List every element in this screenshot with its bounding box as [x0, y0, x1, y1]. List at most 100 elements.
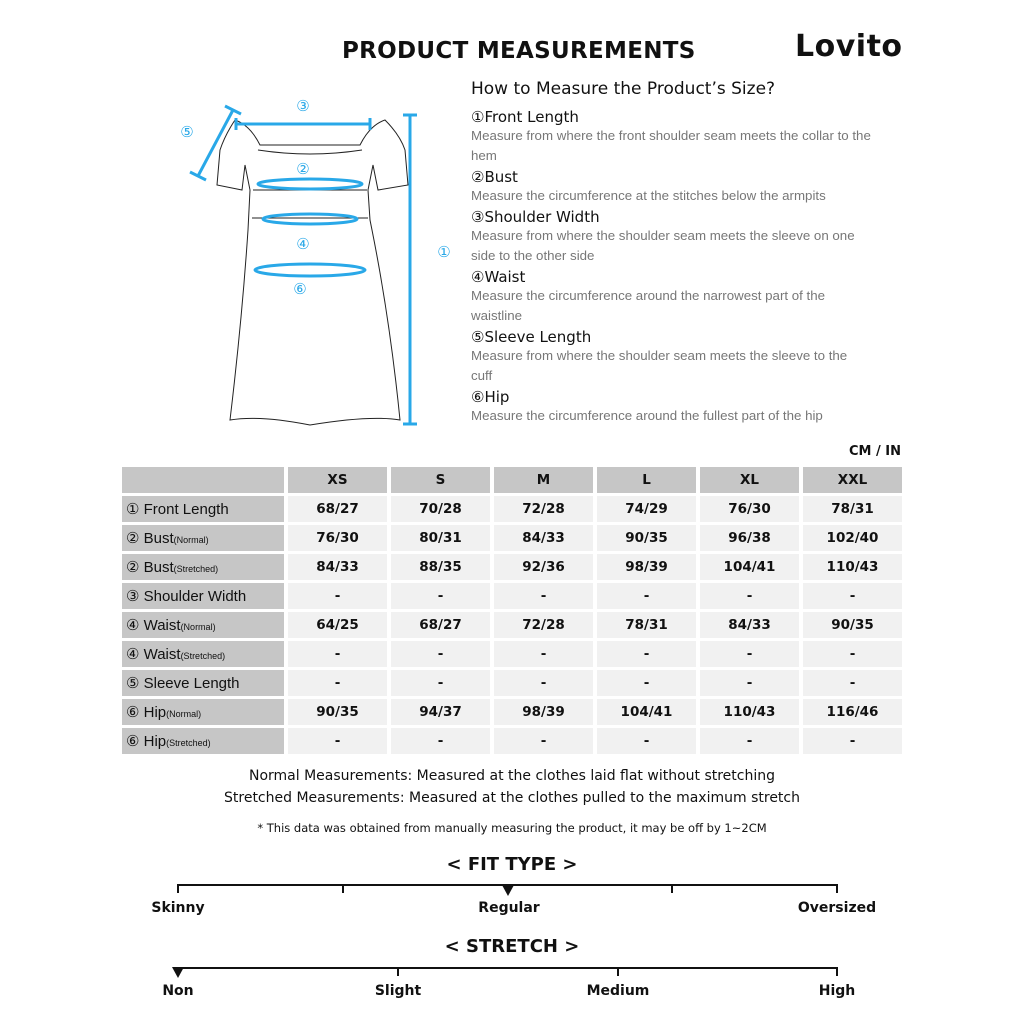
table-cell: - [391, 641, 490, 667]
table-cell: 78/31 [597, 612, 696, 638]
stretch-marker [172, 967, 184, 978]
table-cell: 70/28 [391, 496, 490, 522]
header-blank [122, 467, 284, 493]
table-cell: - [494, 728, 593, 754]
size-header: S [391, 467, 490, 493]
row-label-text: ④ Waist [126, 646, 181, 663]
marker-bust: ② [296, 160, 309, 178]
guide-waist: ④Waist Measure the circumference around t… [471, 268, 871, 326]
how-to-measure-heading: How to Measure the Product’s Size? [471, 79, 776, 99]
table-cell: 84/33 [700, 612, 799, 638]
guide-label: ③Shoulder Width [471, 208, 600, 226]
row-label-sub: (Normal) [166, 709, 202, 719]
table-cell: - [288, 583, 387, 609]
table-row: ② Bust(Stretched) 84/33 88/35 92/36 98/39 104… [122, 554, 902, 580]
marker-length: ① [437, 243, 450, 261]
table-cell: - [597, 728, 696, 754]
table-cell: 94/37 [391, 699, 490, 725]
stretch-label-high: High [818, 983, 856, 999]
size-table: XS S M L XL XXL ① Front Length 68/27 70/28 72/28 7… [118, 464, 906, 757]
guide-desc: Measure from where the front shoulder se… [471, 128, 871, 163]
table-cell: - [494, 641, 593, 667]
unit-label: CM / IN [849, 444, 901, 459]
table-cell: 98/39 [597, 554, 696, 580]
row-label: ⑤ Sleeve Length [122, 670, 284, 696]
table-cell: - [288, 670, 387, 696]
table-cell: 84/33 [288, 554, 387, 580]
table-cell: - [700, 728, 799, 754]
table-cell: - [597, 670, 696, 696]
tick [617, 967, 619, 976]
row-label: ⑥ Hip(Stretched) [122, 728, 284, 754]
table-cell: 76/30 [288, 525, 387, 551]
dress-diagram: ③ ⑤ ② ④ ⑥ ① [180, 97, 451, 426]
table-row: ③ Shoulder Width - - - - - - [122, 583, 902, 609]
table-cell: - [288, 728, 387, 754]
stretch-scale [178, 967, 838, 969]
table-cell: 104/41 [700, 554, 799, 580]
guide-label: ④Waist [471, 268, 526, 286]
row-label: ③ Shoulder Width [122, 583, 284, 609]
marker-sleeve: ⑤ [180, 123, 193, 141]
table-cell: 80/31 [391, 525, 490, 551]
table-cell: 64/25 [288, 612, 387, 638]
marker-waist: ④ [296, 235, 309, 253]
guide-label: ⑤Sleeve Length [471, 328, 592, 346]
guide-shoulder: ③Shoulder Width Measure from where the sh… [471, 208, 871, 266]
row-label-text: ② Bust [126, 559, 174, 576]
stretch-label-non: Non [162, 983, 194, 999]
fit-label-regular: Regular [478, 900, 540, 916]
table-cell: - [288, 641, 387, 667]
size-header: XS [288, 467, 387, 493]
row-label: ② Bust(Stretched) [122, 554, 284, 580]
guide-front-length: ①Front Length Measure from where the fron… [471, 108, 871, 166]
size-header: XXL [803, 467, 902, 493]
fit-label-skinny: Skinny [151, 900, 205, 916]
row-label-text: ④ Waist [126, 617, 181, 634]
table-cell: 68/27 [288, 496, 387, 522]
table-row: ⑤ Sleeve Length - - - - - - [122, 670, 902, 696]
guide-bust: ②Bust Measure the circumference at the st… [471, 168, 871, 206]
table-cell: - [391, 728, 490, 754]
table-row: ① Front Length 68/27 70/28 72/28 74/29 76/30 7… [122, 496, 902, 522]
brand-logo: Lovito [795, 29, 903, 64]
table-cell: 90/35 [288, 699, 387, 725]
table-row: ④ Waist(Stretched) - - - - - - [122, 641, 902, 667]
tick [397, 967, 399, 976]
row-label-text: ③ Shoulder Width [126, 588, 247, 605]
table-row: ② Bust(Normal) 76/30 80/31 84/33 90/35 96/38 1… [122, 525, 902, 551]
table-cell: 104/41 [597, 699, 696, 725]
table-cell: - [494, 583, 593, 609]
size-header: L [597, 467, 696, 493]
table-cell: - [494, 670, 593, 696]
row-label: ① Front Length [122, 496, 284, 522]
table-cell: 88/35 [391, 554, 490, 580]
table-cell: 90/35 [597, 525, 696, 551]
table-cell: 76/30 [700, 496, 799, 522]
guide-sleeve: ⑤Sleeve Length Measure from where the sho… [471, 328, 871, 386]
row-label-text: ① Front Length [126, 501, 229, 518]
row-label-sub: (Stretched) [173, 564, 219, 574]
table-cell: - [803, 670, 902, 696]
row-label: ⑥ Hip(Normal) [122, 699, 284, 725]
table-cell: 78/31 [803, 496, 902, 522]
size-header: XL [700, 467, 799, 493]
guide-desc: Measure from where the shoulder seam mee… [471, 228, 855, 263]
row-label: ④ Waist(Stretched) [122, 641, 284, 667]
guide-label: ②Bust [471, 168, 518, 186]
table-cell: - [700, 670, 799, 696]
table-row: ⑥ Hip(Normal) 90/35 94/37 98/39 104/41 110/43… [122, 699, 902, 725]
table-cell: 72/28 [494, 612, 593, 638]
table-cell: 92/36 [494, 554, 593, 580]
row-label-text: ⑥ Hip [126, 704, 167, 721]
table-cell: - [803, 583, 902, 609]
row-label-text: ② Bust [126, 530, 174, 547]
row-label-text: ⑥ Hip [126, 733, 167, 750]
table-cell: 74/29 [597, 496, 696, 522]
tick [671, 884, 673, 893]
table-cell: 90/35 [803, 612, 902, 638]
fit-label-oversized: Oversized [797, 900, 877, 916]
disclaimer: * This data was obtained from manually m… [257, 821, 767, 835]
guide-desc: Measure from where the shoulder seam mee… [471, 348, 848, 383]
table-cell: 110/43 [803, 554, 902, 580]
